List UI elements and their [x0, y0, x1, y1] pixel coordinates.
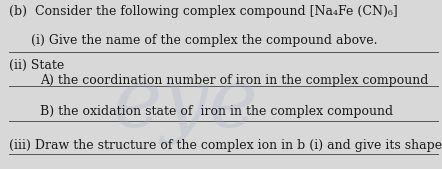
Text: B) the oxidation state of  iron in the complex compound: B) the oxidation state of iron in the co… — [40, 105, 393, 118]
Text: (iii) Draw the structure of the complex ion in b (i) and give its shape.: (iii) Draw the structure of the complex … — [9, 139, 442, 152]
Text: A) the coordination number of iron in the complex compound: A) the coordination number of iron in th… — [40, 74, 428, 87]
Text: (ii) State: (ii) State — [9, 59, 64, 72]
Text: eye: eye — [113, 65, 259, 145]
Text: (i) Give the name of the complex the compound above.: (i) Give the name of the complex the com… — [31, 34, 377, 47]
Text: (b)  Consider the following complex compound [Na₄Fe (CN)₆]: (b) Consider the following complex compo… — [9, 5, 398, 18]
